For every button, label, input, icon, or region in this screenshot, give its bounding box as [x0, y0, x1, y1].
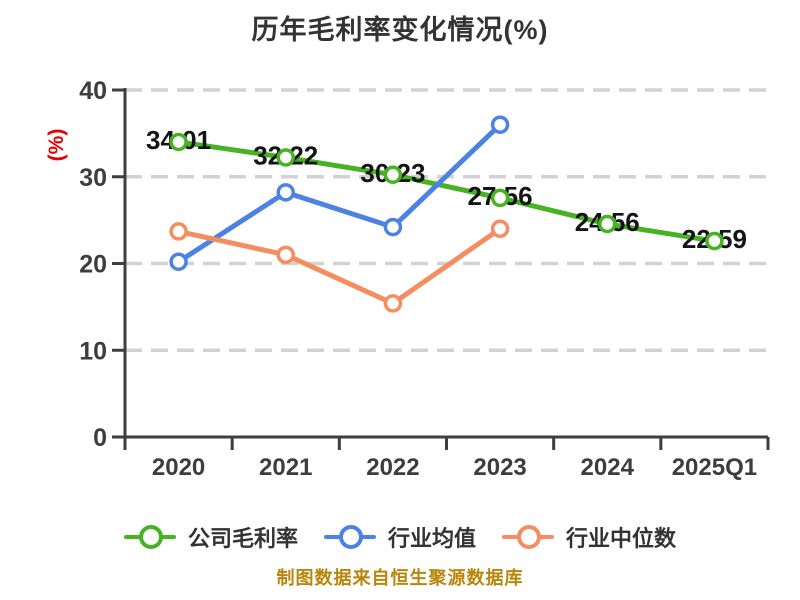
series-line-industry-average: [176, 122, 503, 265]
data-point-marker-industry-median: [490, 219, 510, 239]
data-point-marker-industry-average: [383, 217, 403, 237]
data-point-marker-company-gross-margin: [705, 231, 724, 251]
data-point-marker-company-gross-margin: [276, 148, 295, 167]
data-point-marker-industry-average: [276, 183, 295, 202]
legend-item-company-gross-margin: 公司毛利率: [123, 521, 298, 553]
data-point-marker-industry-median: [169, 222, 188, 241]
legend-circle: [138, 525, 163, 549]
legend-marker-icon: [323, 524, 376, 550]
legend-circle: [517, 525, 541, 549]
data-point-marker-company-gross-margin: [490, 188, 510, 208]
legend-marker-icon: [502, 524, 554, 550]
y-tick-label: 40: [79, 77, 107, 105]
data-point-marker-industry-median: [276, 245, 295, 265]
legend-item-industry-average: 行业均值: [323, 521, 476, 553]
legend-marker-icon: [123, 524, 176, 550]
x-tick-label: 2024: [581, 454, 635, 481]
y-axis-unit-label: (%): [45, 129, 68, 162]
legend-circle: [338, 525, 363, 549]
legend-label: 行业中位数: [566, 526, 677, 551]
chart-title: 历年毛利率变化情况(%): [251, 15, 549, 45]
y-tick-label: 10: [79, 337, 107, 365]
data-point-marker-industry-median: [383, 294, 403, 313]
x-tick-label: 2023: [473, 454, 526, 481]
x-tick-label: 2025Q1: [672, 454, 757, 481]
series-line-industry-median: [176, 226, 503, 306]
y-tick-label: 0: [93, 424, 107, 452]
data-source-note: 制图数据来自恒生聚源数据库: [276, 568, 524, 588]
data-point-marker-industry-average: [169, 252, 188, 272]
chart-legend: 公司毛利率 行业均值 行业中位数: [0, 521, 800, 553]
x-tick-label: 2022: [366, 454, 419, 481]
x-tick-label: 2020: [152, 454, 205, 481]
y-tick-label: 30: [79, 164, 107, 192]
data-point-marker-company-gross-margin: [383, 165, 403, 185]
legend-item-industry-median: 行业中位数: [502, 521, 676, 553]
data-point-marker-company-gross-margin: [598, 214, 617, 234]
legend-label: 公司毛利率: [187, 526, 298, 551]
data-point-marker-company-gross-margin: [169, 132, 188, 152]
y-tick-label: 20: [79, 251, 107, 279]
x-tick-label: 2021: [259, 454, 312, 481]
series-line-company-gross-margin: [176, 139, 717, 244]
data-point-marker-industry-average: [490, 115, 510, 134]
legend-label: 行业均值: [387, 526, 476, 551]
